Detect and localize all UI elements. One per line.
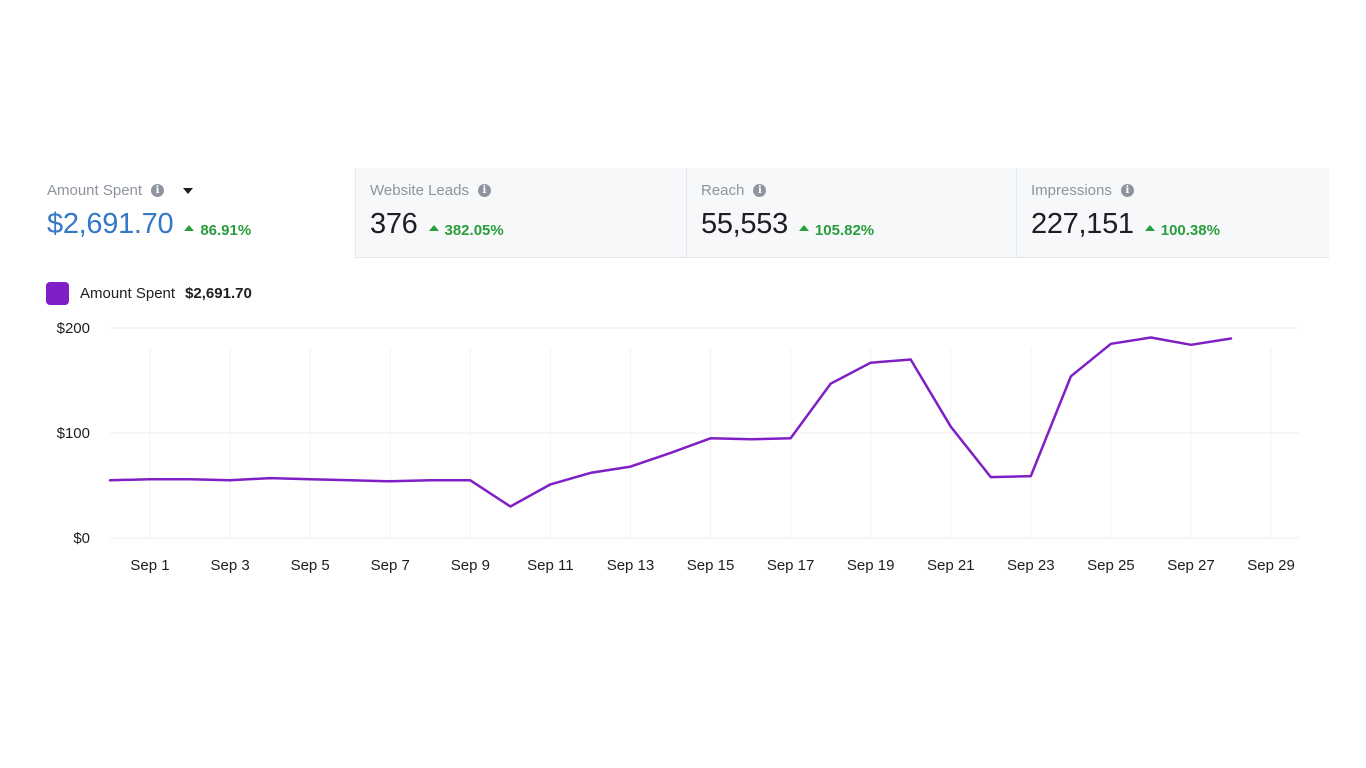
triangle-up-icon [184, 225, 195, 231]
info-icon[interactable]: i [1120, 184, 1134, 197]
triangle-up-icon [428, 225, 439, 231]
legend-series-total: $2,691.70 [185, 285, 252, 302]
x-tick-label: Sep 25 [1087, 557, 1135, 574]
metric-value: 55,553 [701, 208, 788, 240]
tab-label: Impressions [1031, 182, 1112, 199]
x-tick-label: Sep 17 [767, 557, 815, 574]
metric-change: 105.82% [798, 221, 875, 239]
tab-website-leads[interactable]: Website Leads i 376 382.05% [355, 168, 686, 258]
x-tick-label: Sep 11 [527, 557, 573, 574]
metric-change-value: 100.38% [1160, 221, 1220, 239]
info-icon[interactable]: i [477, 184, 491, 197]
tab-reach[interactable]: Reach i 55,553 105.82% [686, 168, 1016, 258]
x-tick-label: Sep 23 [1007, 557, 1055, 574]
caret-down-icon[interactable] [183, 188, 194, 194]
y-axis: $0 $100 $200 [57, 320, 90, 547]
line-chart: $0$100$200 Sep 1 Sep 3 Sep 5 Sep 7 Sep 9 Sep … [57, 320, 1299, 574]
triangle-up-icon [798, 225, 809, 231]
x-axis: Sep 1 Sep 3 Sep 5 Sep 7 Sep 9 Sep 11 Sep 13 Sep… [130, 557, 1294, 574]
metric-value: $2,691.70 [47, 208, 174, 240]
metric-change: 382.05% [428, 221, 504, 239]
tab-amount-spent[interactable]: Amount Spent i $2,691.70 86.91% [33, 168, 355, 258]
metric-tabs: Amount Spent i $2,691.70 86.91% Website … [33, 168, 1329, 258]
metric-value: 227,151 [1031, 208, 1134, 240]
info-icon[interactable]: i [151, 184, 165, 197]
chart-legend: Amount Spent $2,691.70 [46, 282, 252, 305]
x-tick-label: Sep 15 [687, 557, 735, 574]
x-tick-label: Sep 19 [847, 557, 895, 574]
legend-swatch[interactable] [46, 282, 69, 305]
info-icon[interactable]: i [753, 184, 767, 197]
y-tick-label: $200 [57, 320, 90, 337]
tab-label: Amount Spent [47, 182, 143, 199]
series-layer [108, 336, 1233, 508]
x-tick-label: Sep 9 [451, 557, 490, 574]
legend-series-name: Amount Spent [80, 285, 176, 302]
metric-change: 100.38% [1144, 221, 1220, 239]
x-tick-label: Sep 1 [130, 557, 169, 574]
triangle-up-icon [1144, 225, 1155, 231]
x-tick-label: Sep 27 [1167, 557, 1215, 574]
x-tick-label: Sep 29 [1247, 557, 1295, 574]
x-tick-label: Sep 5 [291, 557, 330, 574]
metric-change: 86.91% [184, 222, 251, 239]
x-tick-label: Sep 21 [927, 557, 975, 574]
x-tick-label: Sep 7 [371, 557, 410, 574]
grid [110, 327, 1299, 539]
x-tick-label: Sep 3 [211, 557, 250, 574]
metric-change-value: 86.91% [200, 221, 252, 239]
series-line-amount-spent[interactable] [108, 336, 1233, 508]
tab-label: Reach [701, 182, 745, 199]
y-tick-label: $0 [73, 530, 90, 547]
x-tick-label: Sep 13 [607, 557, 655, 574]
metric-change-value: 105.82% [814, 221, 875, 239]
insights-panel: $0 $100 $200 Sep 1 Sep 3 Sep 5 Sep 7 Sep 9 Sep … [33, 168, 1329, 600]
tab-impressions[interactable]: Impressions i 227,151 100.38% [1016, 168, 1329, 258]
tab-label: Website Leads [370, 182, 469, 199]
metric-change-value: 382.05% [444, 221, 504, 239]
metric-value: 376 [370, 208, 418, 240]
y-tick-label: $100 [57, 425, 90, 442]
